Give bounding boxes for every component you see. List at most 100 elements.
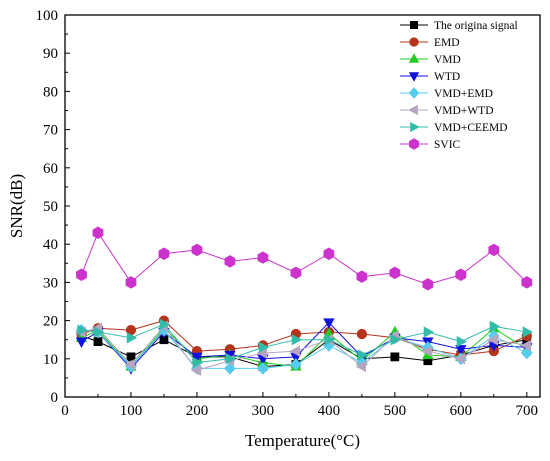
plot-frame [64,14,541,398]
legend-marker [408,104,418,116]
data-point-svic [158,247,170,260]
legend-marker [409,20,418,29]
data-point-vmd-ceemd [159,318,171,331]
legend-marker [408,53,420,63]
legend-marker [410,121,420,133]
data-point-wtd [191,352,203,364]
legend-label: VMD [434,54,461,66]
x-tick-label: 100 [120,403,143,419]
tick-labels: 0 100 200 300 400 500 600 700 0 10 20 30 40 50 60 70 80 9… [36,8,539,419]
data-point-vmd-wtd [190,364,202,376]
legend-item-the-origina-signal: The origina signal [400,20,518,32]
y-tick-label: 30 [43,275,58,291]
data-point-vmd-ceemd [77,324,88,336]
series-layer [75,226,534,376]
data-point-vmd-ceemd [225,353,237,365]
data-point-vmd-ceemd [423,326,435,338]
legend-item-vmd-emd: VMD+EMD [400,87,493,100]
x-tick-label: 600 [450,403,473,419]
y-tick-label: 20 [43,314,58,330]
legend-marker [409,138,419,150]
data-point-vmd-wtd [289,345,301,357]
data-point-vmd-ceemd [489,320,501,333]
y-tick-label: 70 [43,123,58,139]
data-point-vmd-emd [290,358,302,371]
series-vmd-ceemd [77,318,534,369]
data-point-wtd [455,345,467,356]
data-point-emd [356,328,368,340]
data-point-vmd-ceemd [456,335,468,348]
legend: The origina signal EMD VMD WTD VMD+EMD VMD+WT… [400,20,518,151]
y-tick-label: 80 [43,84,58,100]
data-point-vmd-ceemd [258,341,270,354]
legend-marker [409,37,419,47]
y-tick-label: 60 [43,161,58,177]
legend-item-vmd-wtd: VMD+WTD [400,104,494,117]
data-point-svic [323,247,335,260]
data-point-vmd-ceemd [390,334,402,346]
legend-label: VMD+EMD [434,88,493,100]
data-point-svic [191,243,203,257]
y-tick-label: 0 [51,390,59,406]
x-tick-label: 200 [186,403,209,419]
y-tick-label: 10 [43,352,58,368]
data-point-vmd-ceemd [291,334,303,346]
data-point-vmd-ceemd [522,326,534,338]
legend-item-wtd: WTD [400,71,460,83]
data-point-wtd [323,318,335,329]
data-point-vmd-wtd [355,360,367,373]
series-svic [76,226,533,291]
data-point-vmd-wtd [421,345,433,357]
x-tick-label: 0 [61,403,69,419]
data-point-svic [389,266,401,280]
data-point-vmd-ceemd [192,356,204,369]
legend-item-emd: EMD [400,37,460,49]
data-point-vmd-ceemd [357,349,369,361]
data-point-vmd-ceemd [93,326,105,338]
data-point-vmd-wtd [520,339,531,352]
data-point-svic [76,268,87,281]
x-tick-label: 400 [318,403,341,419]
x-tick-label: 700 [516,403,539,419]
legend-label: SVIC [434,139,461,151]
data-point-svic [125,276,137,289]
data-point-vmd-emd [257,362,269,375]
legend-item-vmd: VMD [400,53,461,66]
legend-item-vmd-ceemd: VMD+CEEMD [400,121,508,134]
y-axis-label: SNR(dB) [7,174,26,238]
data-point-vmd-wtd [487,334,498,346]
data-point-wtd [75,337,88,348]
data-point-svic [455,268,467,281]
data-point-svic [422,278,434,291]
y-tick-label: 90 [43,46,58,62]
data-point-the-origina-signal [390,352,400,362]
data-point-svic [356,270,368,283]
y-tick-label: 100 [36,8,59,24]
legend-label: The origina signal [434,20,518,32]
legend-marker [408,72,420,82]
data-point-svic [257,251,269,264]
x-tick-label: 300 [252,403,275,419]
data-point-svic [290,266,302,280]
legend-label: VMD+WTD [434,105,494,117]
data-point-vmd-wtd [454,353,465,365]
x-axis-label: Temperature(°C) [245,431,360,450]
legend-label: EMD [434,37,460,49]
data-point-vmd-ceemd [126,332,138,344]
data-point-svic [224,255,236,268]
legend-item-svic: SVIC [400,138,461,151]
legend-label: WTD [434,71,460,83]
data-point-svic [521,276,533,289]
y-tick-label: 50 [43,199,58,215]
legend-marker [408,87,420,99]
legend-label: VMD+CEEMD [434,122,508,134]
data-point-vmd-ceemd [324,334,336,346]
data-point-vmd-wtd [124,358,136,371]
y-tick-label: 40 [43,237,58,253]
data-point-the-origina-signal [93,337,103,347]
data-point-svic [488,243,500,257]
x-tick-label: 500 [384,403,407,419]
data-point-svic [92,226,104,239]
